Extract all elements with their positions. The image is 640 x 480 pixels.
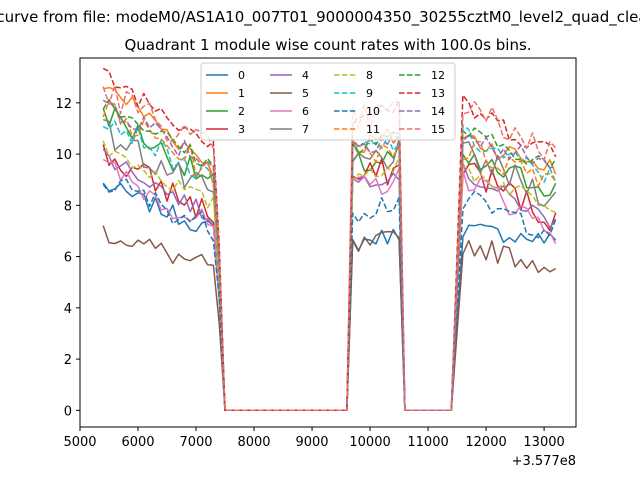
legend-label: 7 — [302, 123, 309, 136]
chart-suptitle: Light curve from file: modeM0/AS1A10_007… — [0, 8, 640, 27]
legend-entry-4: 4 — [270, 69, 309, 82]
series-line-1 — [103, 86, 557, 412]
legend-label: 11 — [366, 123, 380, 136]
legend-label: 12 — [431, 69, 445, 82]
x-tick-label: 11000 — [407, 435, 448, 450]
x-offset-label: +3.577e8 — [512, 454, 576, 469]
chart-title: Quadrant 1 module wise count rates with … — [124, 36, 531, 54]
legend-label: 13 — [431, 87, 445, 100]
x-tick-label: 8000 — [237, 435, 270, 450]
series-line-14 — [102, 99, 556, 412]
legend-entry-1: 1 — [206, 87, 245, 100]
series-line-2 — [102, 107, 557, 412]
legend-entry-13: 13 — [399, 87, 445, 100]
y-tick-label: 0 — [64, 404, 72, 419]
legend-entry-6: 6 — [270, 105, 309, 118]
legend-entry-11: 11 — [334, 123, 380, 136]
legend-label: 15 — [431, 123, 445, 136]
series-line-0 — [102, 182, 557, 412]
legend-box — [200, 62, 456, 141]
x-tick-label: 13000 — [523, 435, 564, 450]
legend-entry-7: 7 — [270, 123, 309, 136]
legend-label: 6 — [302, 105, 309, 118]
legend-entry-9: 9 — [334, 87, 373, 100]
x-tick-label: 7000 — [179, 435, 212, 450]
x-axis: 5000 6000 7000 8000 9000 10000 11000 12000 13000 — [63, 427, 565, 450]
series-line-11 — [102, 100, 557, 412]
legend-entry-8: 8 — [334, 69, 373, 82]
series-line-3 — [102, 144, 557, 412]
legend-entry-14: 14 — [399, 105, 445, 118]
series-line-10 — [102, 178, 557, 412]
x-tick-label: 6000 — [121, 435, 154, 450]
x-tick-label: 12000 — [465, 435, 506, 450]
legend-label: 4 — [302, 69, 309, 82]
legend-label: 10 — [366, 105, 380, 118]
series-line-12 — [102, 98, 557, 412]
y-tick-label: 12 — [55, 97, 72, 112]
series-line-9 — [102, 120, 557, 412]
x-tick-label: 5000 — [63, 435, 96, 450]
y-tick-label: 2 — [64, 353, 72, 368]
x-tick-label: 10000 — [349, 435, 390, 450]
series-line-5 — [102, 225, 557, 412]
legend-entry-15: 15 — [399, 123, 445, 136]
legend-entry-0: 0 — [206, 69, 245, 82]
y-tick-label: 4 — [64, 302, 72, 317]
legend-entry-2: 2 — [206, 105, 245, 118]
plot-area-frame — [79, 57, 577, 428]
series-line-6 — [102, 158, 557, 412]
x-tick-label: 9000 — [295, 435, 328, 450]
legend-label: 3 — [238, 123, 245, 136]
y-tick-label: 8 — [64, 199, 72, 214]
y-tick-label: 10 — [55, 148, 72, 163]
legend-label: 14 — [431, 105, 445, 118]
legend-entry-10: 10 — [334, 105, 380, 118]
legend-label: 8 — [366, 69, 373, 82]
legend-label: 5 — [302, 87, 309, 100]
legend-entry-3: 3 — [206, 123, 245, 136]
y-tick-label: 6 — [64, 251, 72, 266]
legend-label: 2 — [238, 105, 245, 118]
series-line-8 — [102, 140, 556, 412]
legend-label: 1 — [238, 87, 245, 100]
legend-label: 0 — [238, 69, 245, 82]
legend-entry-5: 5 — [270, 87, 309, 100]
legend-label: 9 — [366, 87, 373, 100]
series-line-7 — [102, 118, 557, 412]
legend-entry-12: 12 — [399, 69, 445, 82]
y-axis: 0 2 4 6 8 10 12 — [55, 97, 80, 419]
